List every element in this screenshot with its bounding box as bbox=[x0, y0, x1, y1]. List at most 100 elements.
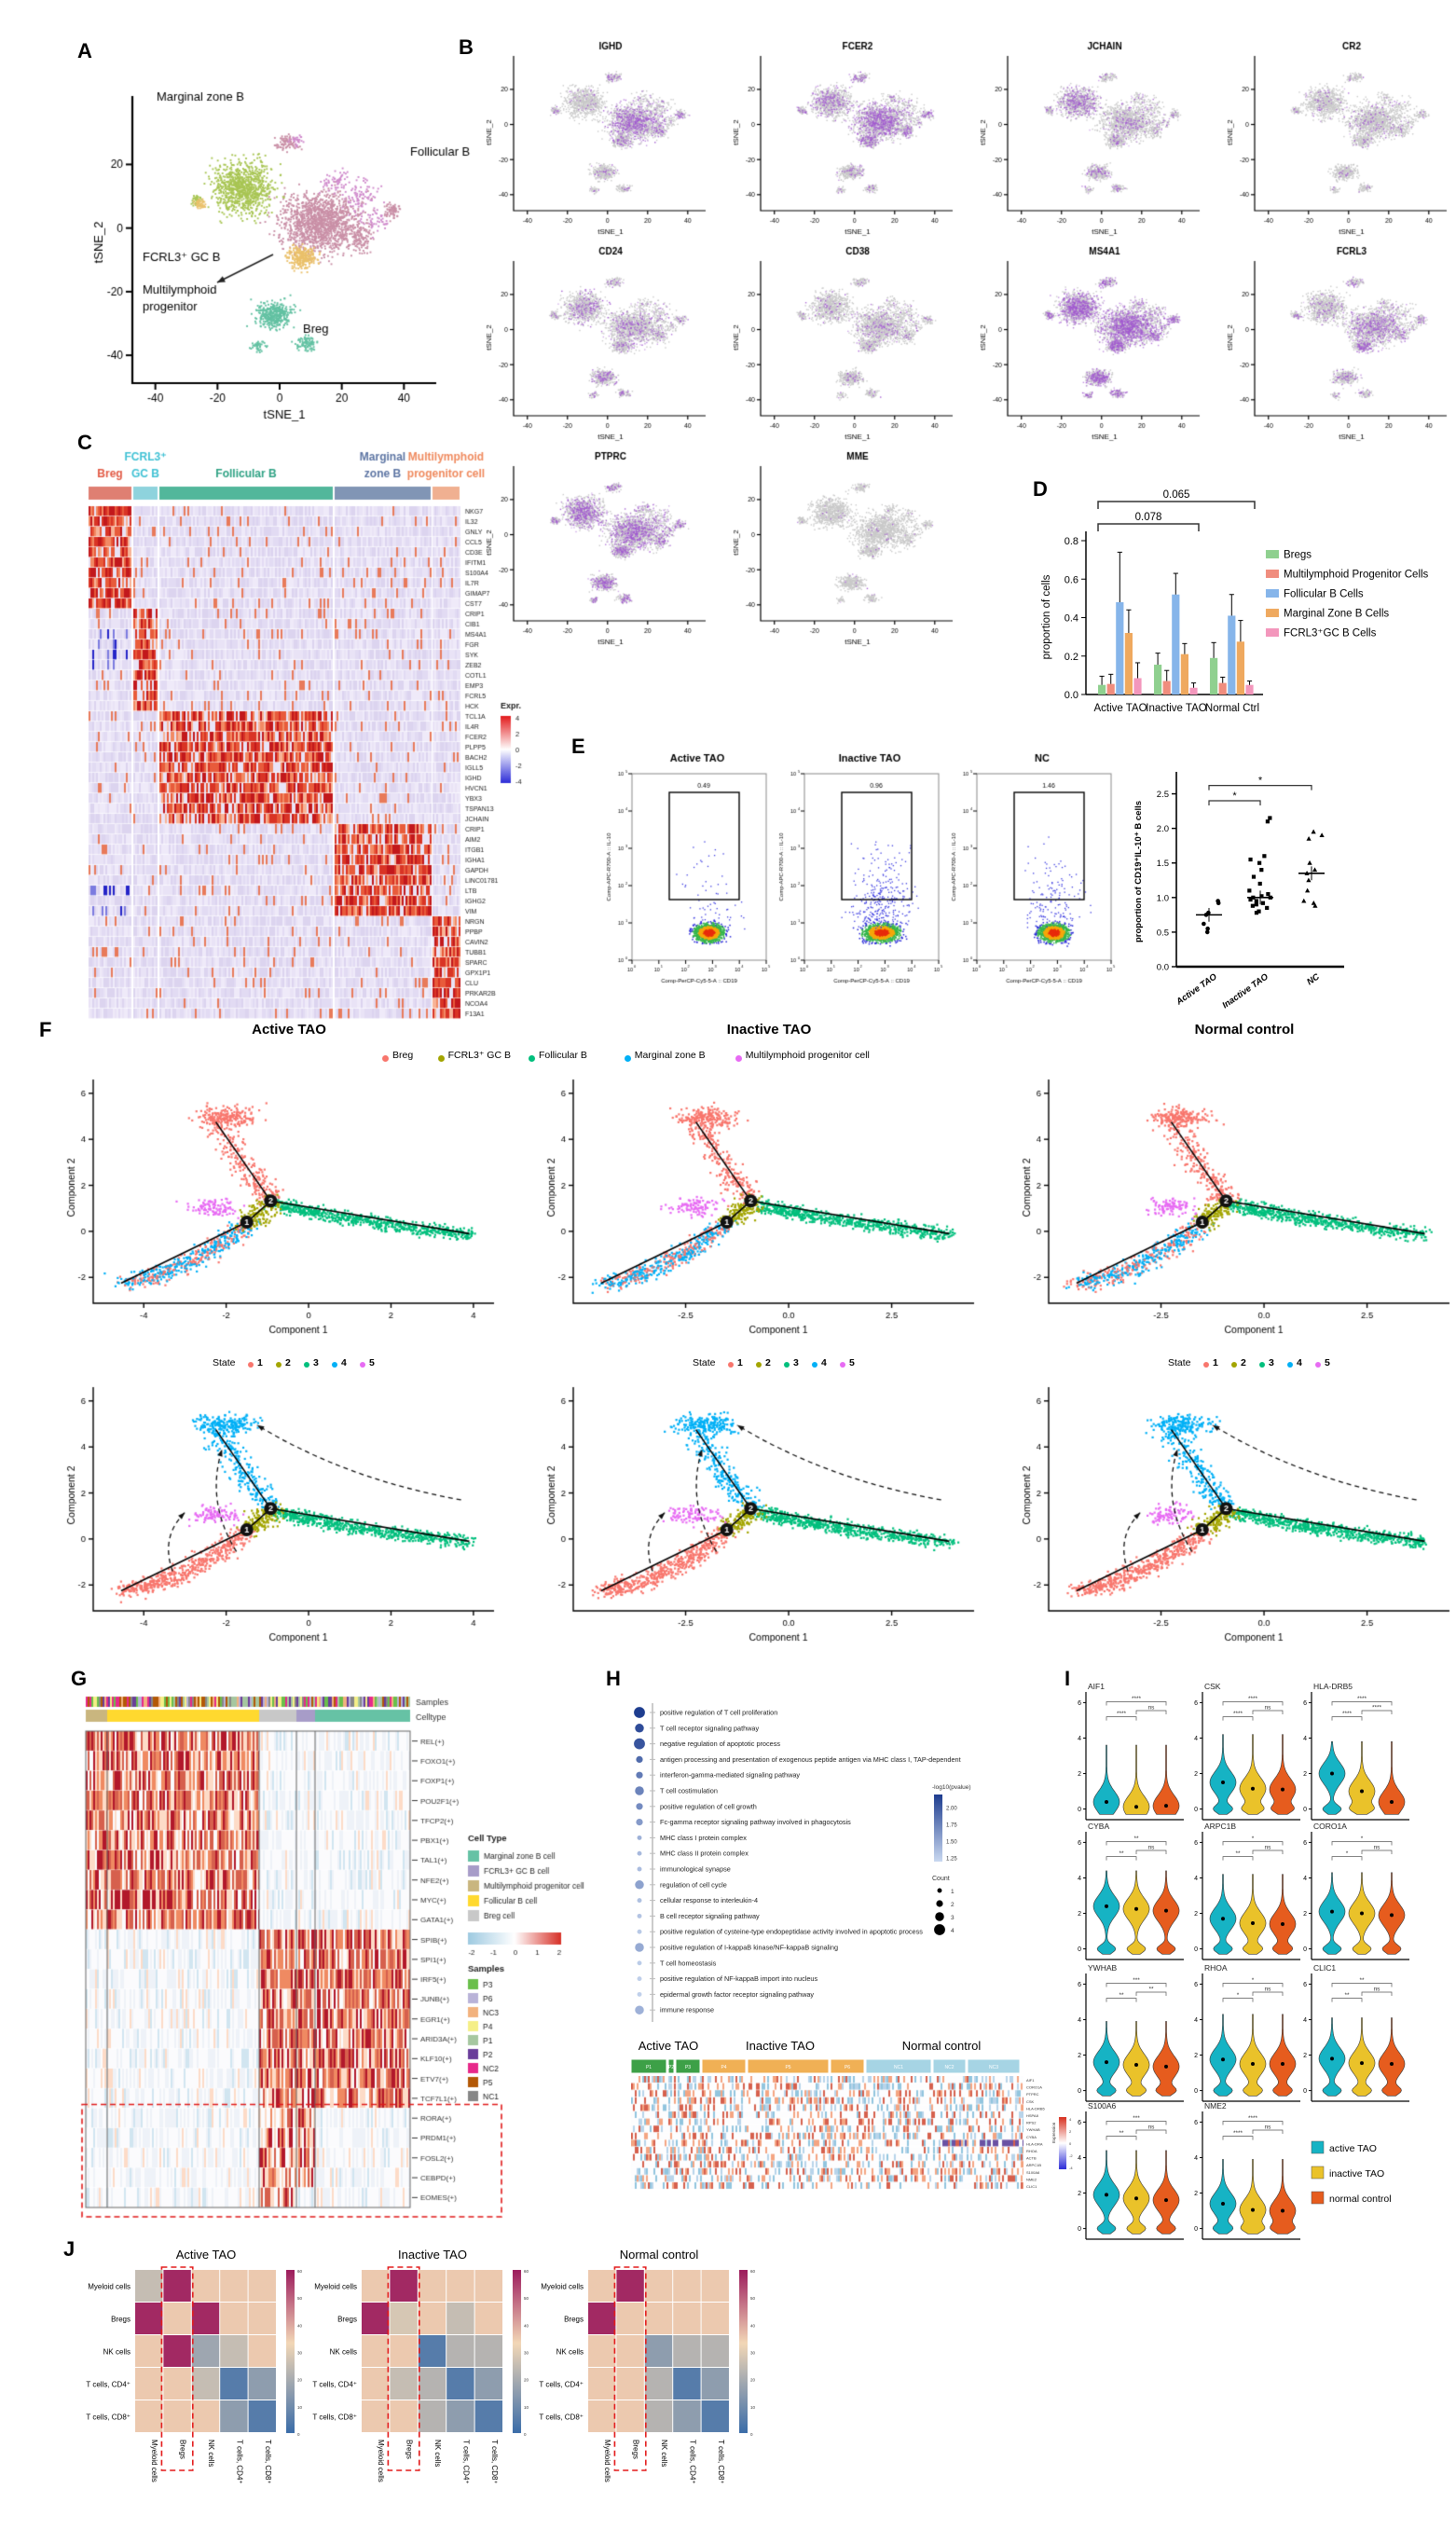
legend-label: Marginal zone B bbox=[634, 1050, 706, 1061]
j-highlight-box bbox=[160, 2266, 194, 2471]
j-cell bbox=[446, 2368, 474, 2400]
violin-ytick: 2 bbox=[1078, 2053, 1081, 2059]
violin-sig: ** bbox=[1344, 1992, 1350, 1999]
dot bbox=[1312, 867, 1318, 873]
trajectory-plot-state-1 bbox=[543, 1380, 986, 1659]
violin-shape bbox=[1239, 1874, 1267, 1955]
violin-sig: **** bbox=[1132, 1696, 1142, 1702]
j-cell bbox=[362, 2335, 390, 2367]
violin-shape bbox=[1348, 2017, 1376, 2097]
h-block-label: NC3 bbox=[989, 2065, 998, 2070]
violin-gene-title: CYBA bbox=[1088, 1822, 1109, 1831]
j-colorbar-tick: 0 bbox=[524, 2432, 527, 2437]
state-legend-title: State bbox=[213, 1357, 236, 1368]
j-cell bbox=[191, 2303, 220, 2334]
j-cell bbox=[163, 2303, 191, 2334]
violin-shape bbox=[1092, 1870, 1120, 1955]
flow-plot-2 bbox=[949, 750, 1119, 1000]
j-cell bbox=[616, 2368, 644, 2400]
go-term: epidermal growth factor receptor signali… bbox=[660, 1990, 814, 1999]
j-cell bbox=[474, 2400, 502, 2432]
j-colorbar-tick: 0 bbox=[750, 2432, 753, 2437]
d-category: Active TAO bbox=[1093, 703, 1147, 714]
violin-ytick: 2 bbox=[1194, 2191, 1198, 2197]
j-cell bbox=[446, 2335, 474, 2367]
violin-median bbox=[1251, 2207, 1255, 2212]
go-dot bbox=[637, 1960, 642, 1966]
feature-plot-CD38 bbox=[716, 241, 975, 447]
svg-el bbox=[1252, 1850, 1284, 1854]
svg-el bbox=[1266, 609, 1279, 617]
svg-el bbox=[1222, 1983, 1284, 1987]
j-colorbar-tick: 30 bbox=[750, 2351, 756, 2356]
violin-median bbox=[1105, 1904, 1108, 1908]
svg-el bbox=[934, 1795, 942, 1862]
trajectory-plot-state-2 bbox=[1019, 1380, 1456, 1659]
legend-dot bbox=[437, 1055, 445, 1062]
dot bbox=[1248, 857, 1253, 862]
violin-shape bbox=[1092, 2021, 1120, 2097]
state-legend-title: State bbox=[1168, 1357, 1191, 1368]
legend-dot bbox=[735, 1055, 742, 1062]
j-row-label: Bregs bbox=[564, 2316, 584, 2324]
violin-sig: ns bbox=[1374, 1844, 1381, 1850]
j-col-label: NK cells bbox=[433, 2440, 442, 2467]
h-block-label: P6 bbox=[845, 2065, 850, 2070]
bar bbox=[1210, 657, 1218, 694]
d-sig: 0.078 bbox=[1135, 512, 1162, 523]
go-count-title: Count bbox=[932, 1876, 950, 1882]
svg-el bbox=[1097, 523, 1200, 531]
go-p-tick: 1.25 bbox=[946, 1856, 957, 1862]
svg-el bbox=[1331, 1998, 1363, 2002]
dot bbox=[1305, 887, 1311, 893]
dot bbox=[1262, 854, 1267, 859]
violin-ytick: 6 bbox=[1303, 1700, 1307, 1707]
violin-ytick: 6 bbox=[1194, 1700, 1198, 1707]
violin-ytick: 0 bbox=[1303, 1946, 1307, 1953]
feature-plot-IGHD bbox=[469, 35, 728, 242]
violin-median bbox=[1281, 1921, 1284, 1926]
svg-el bbox=[630, 2058, 667, 2074]
go-dot bbox=[636, 1819, 643, 1826]
d-legend-label: Follicular B Cells bbox=[1284, 589, 1364, 600]
violin-ytick: 6 bbox=[1078, 2120, 1081, 2126]
violin-ytick: 2 bbox=[1194, 2053, 1198, 2059]
go-term: Fc-gamma receptor signaling pathway invo… bbox=[660, 1818, 851, 1826]
state-dot bbox=[784, 1362, 790, 1368]
panel-d-proportion-bars: 0.0 0.2 0.4 0.6 0.8 proportion of cells Active… bbox=[1035, 475, 1456, 722]
state-dot bbox=[812, 1362, 817, 1368]
e-ytick: 2.5 bbox=[1157, 790, 1169, 800]
violin-ytick: 0 bbox=[1078, 1946, 1081, 1953]
svg-el bbox=[1331, 1983, 1393, 1987]
dot bbox=[1202, 921, 1206, 927]
violin-ytick: 0 bbox=[1078, 2088, 1081, 2095]
d-legend-label: FCRL3⁺GC B Cells bbox=[1284, 628, 1377, 639]
j-row-label: Myeloid cells bbox=[88, 2283, 130, 2291]
j-row-label: NK cells bbox=[103, 2348, 130, 2357]
state-label: 3 bbox=[793, 1357, 799, 1368]
h-expr-title: Expression bbox=[1051, 2122, 1056, 2143]
violin-legend-label: inactive TAO bbox=[1329, 2168, 1384, 2180]
violin-ytick: 6 bbox=[1194, 2120, 1198, 2126]
violin-shape bbox=[1209, 1874, 1237, 1955]
j-cell bbox=[644, 2335, 673, 2367]
j-cell bbox=[191, 2400, 220, 2432]
j-row-label: T cells, CD4⁺ bbox=[312, 2381, 357, 2389]
go-term: positive regulation of cell growth bbox=[660, 1802, 757, 1810]
j-cell bbox=[163, 2368, 191, 2400]
violin-ytick: 4 bbox=[1194, 1736, 1198, 1742]
j-cell bbox=[673, 2335, 701, 2367]
legend-label: Breg bbox=[392, 1050, 414, 1061]
panel-f-trajectories: Active TAO Inactive TAO Normal control Breg… bbox=[37, 1016, 1456, 1659]
violin-ytick: 4 bbox=[1303, 1736, 1307, 1742]
j-cell bbox=[616, 2303, 644, 2334]
j-cell bbox=[616, 2400, 644, 2432]
panel-label-E: E bbox=[571, 735, 585, 758]
j-cell bbox=[362, 2400, 390, 2432]
svg-el bbox=[1106, 1856, 1137, 1861]
feature-plot-CR2 bbox=[1210, 35, 1456, 242]
j-cell bbox=[616, 2270, 644, 2302]
d-ytick: 0.6 bbox=[1065, 574, 1078, 585]
go-count-tick: 4 bbox=[951, 1928, 955, 1934]
d-category: Inactive TAO bbox=[1146, 703, 1206, 714]
